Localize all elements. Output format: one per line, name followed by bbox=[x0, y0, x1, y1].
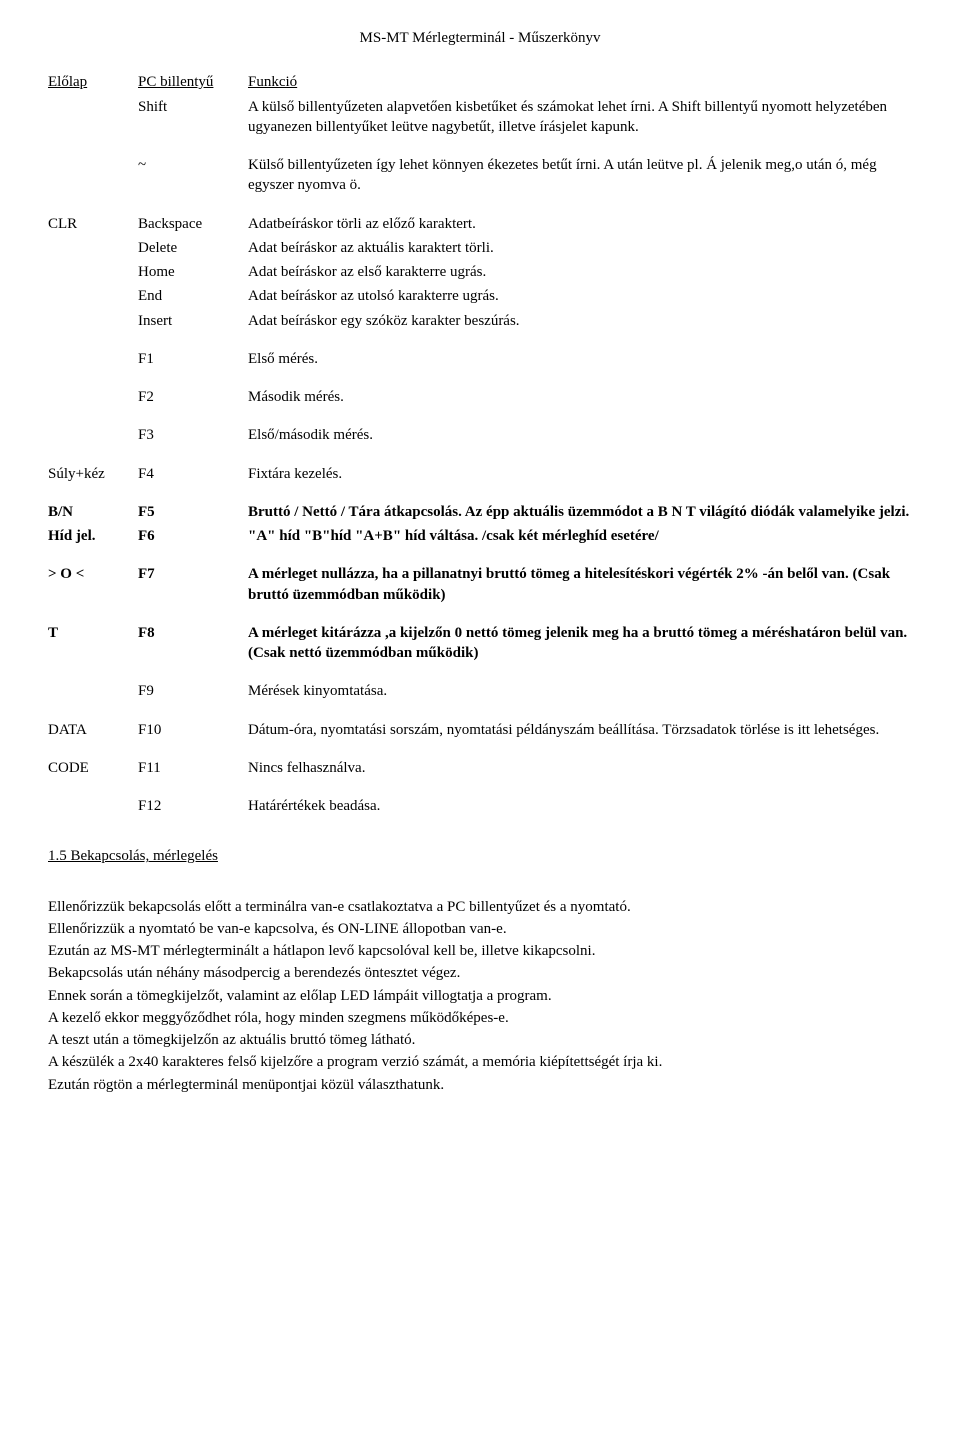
key-shift: Shift bbox=[138, 97, 248, 138]
desc-f6: "A" híd "B"híd "A+B" híd váltása. /csak … bbox=[248, 526, 912, 546]
desc-f11: Nincs felhasználva. bbox=[248, 758, 912, 778]
label-sulykez: Súly+kéz bbox=[48, 464, 138, 484]
desc-f1: Első mérés. bbox=[248, 349, 912, 369]
para-line: Ezután az MS-MT mérlegterminált a hátlap… bbox=[48, 941, 912, 961]
key-f7: F7 bbox=[138, 564, 248, 605]
col-header-pc: PC billentyű bbox=[138, 72, 248, 92]
row-f5: B/N F5 Bruttó / Nettó / Tára átkapcsolás… bbox=[48, 502, 912, 522]
cell-empty bbox=[48, 286, 138, 306]
row-f11: CODE F11 Nincs felhasználva. bbox=[48, 758, 912, 778]
desc-backspace: Adatbeíráskor törli az előző karaktert. bbox=[248, 214, 912, 234]
label-clr: CLR bbox=[48, 214, 138, 234]
row-f12: F12 Határértékek beadása. bbox=[48, 796, 912, 816]
key-tilde: ~ bbox=[138, 155, 248, 196]
cell-empty bbox=[48, 796, 138, 816]
key-backspace: Backspace bbox=[138, 214, 248, 234]
para-line: Ellenőrizzük a nyomtató be van-e kapcsol… bbox=[48, 919, 912, 939]
label-zero: > O < bbox=[48, 564, 138, 605]
desc-home: Adat beíráskor az első karakterre ugrás. bbox=[248, 262, 912, 282]
desc-f5: Bruttó / Nettó / Tára átkapcsolás. Az ép… bbox=[248, 502, 912, 522]
para-line: A készülék a 2x40 karakteres felső kijel… bbox=[48, 1052, 912, 1072]
row-shift: Shift A külső billentyűzeten alapvetően … bbox=[48, 97, 912, 138]
row-home: Home Adat beíráskor az első karakterre u… bbox=[48, 262, 912, 282]
para-line: Bekapcsolás után néhány másodpercig a be… bbox=[48, 963, 912, 983]
cell-empty bbox=[48, 155, 138, 196]
desc-delete: Adat beíráskor az aktuális karaktert tör… bbox=[248, 238, 912, 258]
label-code: CODE bbox=[48, 758, 138, 778]
para-line: A teszt után a tömegkijelzőn az aktuális… bbox=[48, 1030, 912, 1050]
section-title: 1.5 Bekapcsolás, mérlegelés bbox=[48, 846, 912, 866]
row-f4: Súly+kéz F4 Fixtára kezelés. bbox=[48, 464, 912, 484]
cell-empty bbox=[48, 311, 138, 331]
row-f7: > O < F7 A mérleget nullázza, ha a pilla… bbox=[48, 564, 912, 605]
desc-f8: A mérleget kitárázza ,a kijelzőn 0 nettó… bbox=[248, 623, 912, 664]
para-line: Ellenőrizzük bekapcsolás előtt a terminá… bbox=[48, 897, 912, 917]
row-f3: F3 Első/második mérés. bbox=[48, 425, 912, 445]
row-f10: DATA F10 Dátum-óra, nyomtatási sorszám, … bbox=[48, 720, 912, 740]
desc-f10: Dátum-óra, nyomtatási sorszám, nyomtatás… bbox=[248, 720, 912, 740]
cell-empty bbox=[48, 97, 138, 138]
key-f11: F11 bbox=[138, 758, 248, 778]
cell-empty bbox=[48, 262, 138, 282]
label-data: DATA bbox=[48, 720, 138, 740]
key-delete: Delete bbox=[138, 238, 248, 258]
row-f6: Híd jel. F6 "A" híd "B"híd "A+B" híd vál… bbox=[48, 526, 912, 546]
desc-f7: A mérleget nullázza, ha a pillanatnyi br… bbox=[248, 564, 912, 605]
label-hidjel: Híd jel. bbox=[48, 526, 138, 546]
row-delete: Delete Adat beíráskor az aktuális karakt… bbox=[48, 238, 912, 258]
row-clr-group: CLR Backspace Adatbeíráskor törli az elő… bbox=[48, 214, 912, 331]
key-f2: F2 bbox=[138, 387, 248, 407]
desc-insert: Adat beíráskor egy szóköz karakter beszú… bbox=[248, 311, 912, 331]
key-f3: F3 bbox=[138, 425, 248, 445]
desc-f3: Első/második mérés. bbox=[248, 425, 912, 445]
row-f8: T F8 A mérleget kitárázza ,a kijelzőn 0 … bbox=[48, 623, 912, 664]
cell-empty bbox=[48, 387, 138, 407]
desc-f4: Fixtára kezelés. bbox=[248, 464, 912, 484]
row-f1: F1 Első mérés. bbox=[48, 349, 912, 369]
key-f1: F1 bbox=[138, 349, 248, 369]
key-f6: F6 bbox=[138, 526, 248, 546]
key-insert: Insert bbox=[138, 311, 248, 331]
desc-f12: Határértékek beadása. bbox=[248, 796, 912, 816]
desc-end: Adat beíráskor az utolsó karakterre ugrá… bbox=[248, 286, 912, 306]
desc-tilde: Külső billentyűzeten így lehet könnyen é… bbox=[248, 155, 912, 196]
para-line: Ezután rögtön a mérlegterminál menüpontj… bbox=[48, 1075, 912, 1095]
key-home: Home bbox=[138, 262, 248, 282]
row-f2: F2 Második mérés. bbox=[48, 387, 912, 407]
key-f4: F4 bbox=[138, 464, 248, 484]
key-end: End bbox=[138, 286, 248, 306]
cell-empty bbox=[48, 238, 138, 258]
cell-empty bbox=[48, 349, 138, 369]
row-f9: F9 Mérések kinyomtatása. bbox=[48, 681, 912, 701]
key-f5: F5 bbox=[138, 502, 248, 522]
col-header-funkcio: Funkció bbox=[248, 72, 912, 92]
row-backspace: CLR Backspace Adatbeíráskor törli az elő… bbox=[48, 214, 912, 234]
page-header: MS-MT Mérlegterminál - Műszerkönyv bbox=[48, 28, 912, 48]
row-end: End Adat beíráskor az utolsó karakterre … bbox=[48, 286, 912, 306]
para-line: Ennek során a tömegkijelzőt, valamint az… bbox=[48, 986, 912, 1006]
key-f12: F12 bbox=[138, 796, 248, 816]
row-tilde: ~ Külső billentyűzeten így lehet könnyen… bbox=[48, 155, 912, 196]
row-insert: Insert Adat beíráskor egy szóköz karakte… bbox=[48, 311, 912, 331]
col-header-elolap: Előlap bbox=[48, 72, 138, 92]
label-bn: B/N bbox=[48, 502, 138, 522]
desc-shift: A külső billentyűzeten alapvetően kisbet… bbox=[248, 97, 912, 138]
key-f8: F8 bbox=[138, 623, 248, 664]
cell-empty bbox=[48, 681, 138, 701]
key-f10: F10 bbox=[138, 720, 248, 740]
key-f9: F9 bbox=[138, 681, 248, 701]
label-t: T bbox=[48, 623, 138, 664]
desc-f2: Második mérés. bbox=[248, 387, 912, 407]
para-line: A kezelő ekkor meggyőződhet róla, hogy m… bbox=[48, 1008, 912, 1028]
desc-f9: Mérések kinyomtatása. bbox=[248, 681, 912, 701]
paragraph-block: Ellenőrizzük bekapcsolás előtt a terminá… bbox=[48, 897, 912, 1095]
table-header-row: Előlap PC billentyű Funkció bbox=[48, 72, 912, 92]
cell-empty bbox=[48, 425, 138, 445]
